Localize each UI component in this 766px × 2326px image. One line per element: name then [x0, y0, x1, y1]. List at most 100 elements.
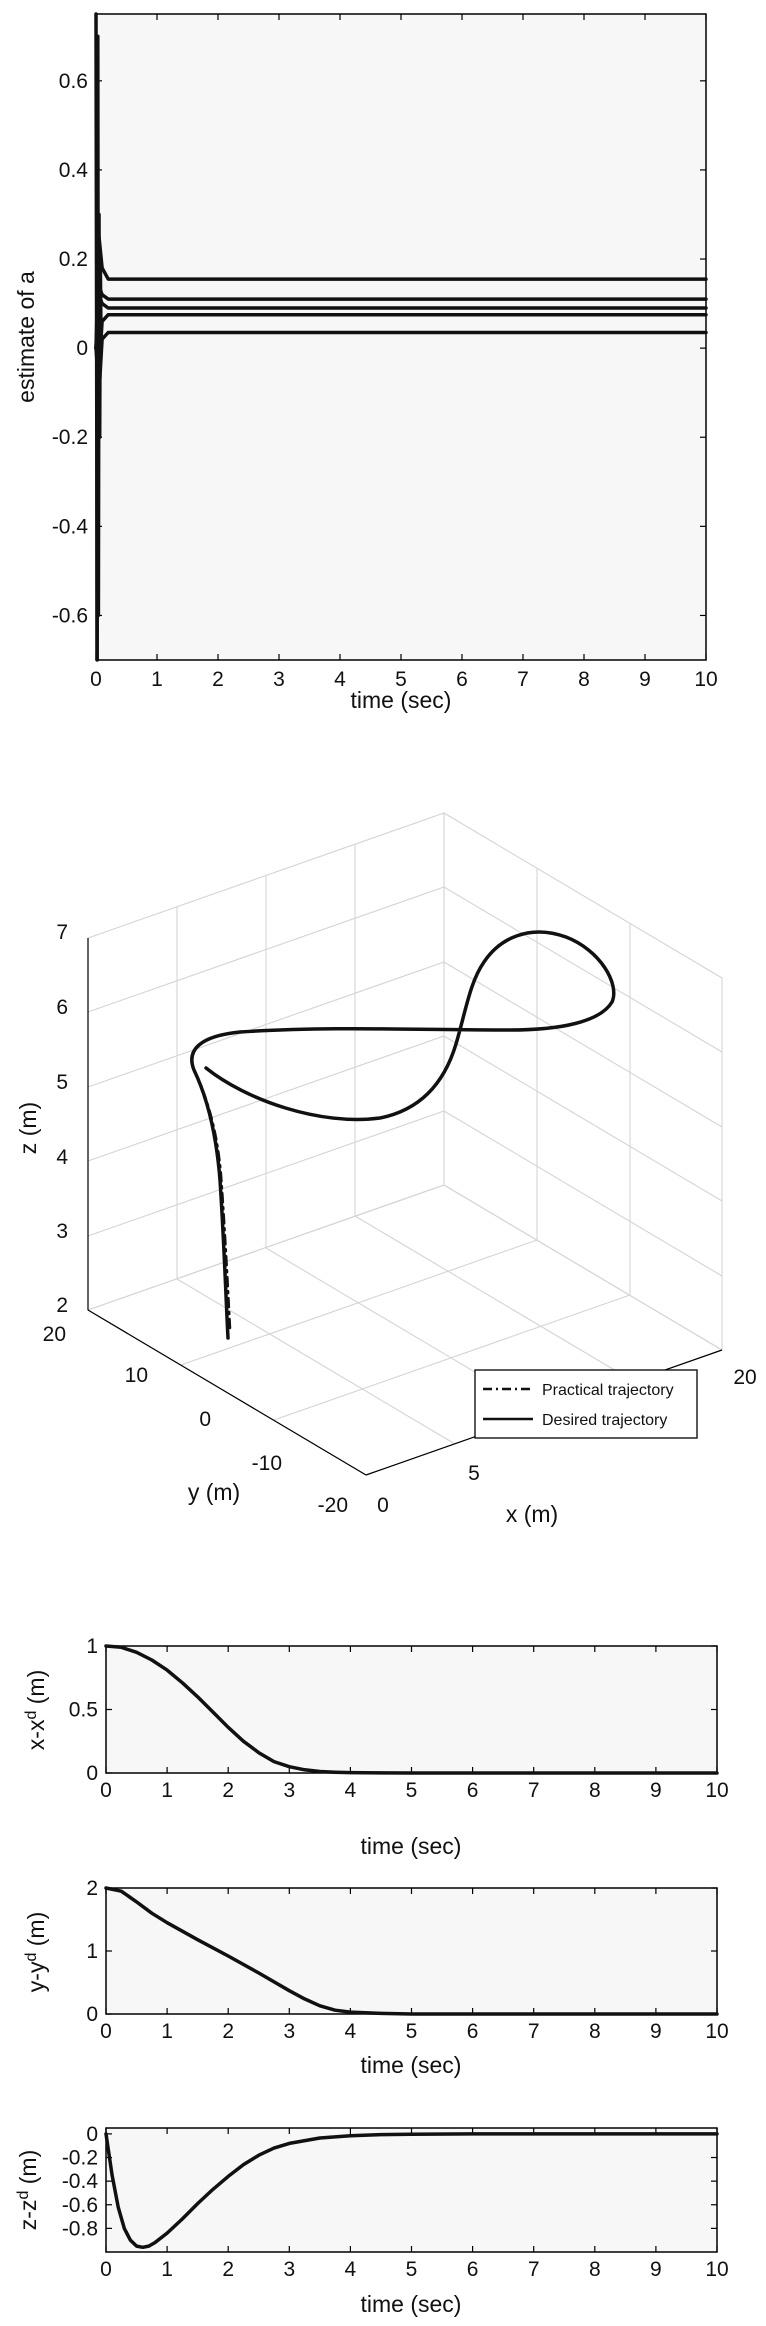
- x-error-line: [104, 1644, 719, 1775]
- x-tick-label: 2: [222, 2258, 234, 2281]
- x-tick-label: 5: [468, 1462, 480, 1485]
- y-axis-label: z-zd (m): [15, 2150, 41, 2230]
- y-tick-label: 0: [86, 1762, 98, 1785]
- z-tick-label: 6: [56, 996, 68, 1019]
- x-tick-label: 4: [345, 1779, 357, 1802]
- x-tick-label: 0: [100, 2020, 112, 2043]
- chart-y-error: 0 1 2 3 4 5 6 7 8 9 10 0 1 2 time (sec) y-yd (m): [23, 1877, 729, 2078]
- y-tick-label: 0: [86, 2003, 98, 2026]
- y-axis-label: estimate of a: [13, 271, 39, 403]
- x-tick-label: 3: [273, 668, 285, 691]
- practical-trajectory-line: [191, 1066, 232, 1330]
- x-axis-label: time (sec): [361, 2291, 462, 2317]
- z-tick-label: 5: [56, 1071, 68, 1094]
- y-tick-label: 0: [199, 1408, 211, 1431]
- plot-area: [105, 1645, 718, 1774]
- y-tick-label: 10: [125, 1364, 148, 1387]
- z-axis-label: z (m): [15, 1102, 41, 1154]
- x-tick-label: 2: [222, 1779, 234, 1802]
- x-tick-label: 5: [406, 2258, 418, 2281]
- x-tick-label: 6: [467, 2020, 479, 2043]
- y-error-line: [104, 1886, 719, 2016]
- y-tick-label: 0.5: [69, 1699, 98, 1722]
- y-tick-label: 2: [86, 1877, 98, 1900]
- x-tick-label: 10: [705, 1779, 728, 1802]
- x-tick-label: 7: [528, 2020, 540, 2043]
- x-tick-label: 10: [705, 2020, 728, 2043]
- chart-estimate-of-a: 0 1 2 3 4 5 6 7 8 9 10 -0.6 -0.4 -0.2 0 0.2 0.4 0.6 time …: [13, 12, 718, 713]
- x-axis-label: time (sec): [351, 687, 452, 713]
- x-tick-label: 5: [395, 668, 407, 691]
- y-tick-label: 1: [86, 1940, 98, 1963]
- x-tick-label: 9: [650, 1779, 662, 1802]
- x-tick-label: 3: [283, 2258, 295, 2281]
- x-tick-label: 8: [589, 2020, 601, 2043]
- x-tick-label: 4: [334, 668, 346, 691]
- x-tick-label: 0: [377, 1494, 389, 1517]
- y-tick-label: -0.8: [62, 2217, 98, 2240]
- x-tick-label: 7: [528, 1779, 540, 1802]
- y-tick-label: 1: [86, 1635, 98, 1658]
- series-1-line: [94, 235, 708, 350]
- x-tick-label: 8: [589, 1779, 601, 1802]
- y-axis-label: y-yd (m): [23, 1912, 49, 1992]
- x-tick-label: 6: [467, 2258, 479, 2281]
- x-tick-label: 9: [650, 2258, 662, 2281]
- x-tick-label: 5: [406, 1779, 418, 1802]
- y-axis-line: [87, 1309, 367, 1476]
- y-tick-label: -0.2: [62, 2147, 98, 2170]
- chart-3d-trajectory: 7 6 5 4 3 2 20 10 0 -10 -20 0 5 20 z (m)…: [15, 812, 757, 1527]
- x-ticks: 0 5 20: [377, 1366, 757, 1517]
- y-tick-label: -10: [252, 1452, 282, 1475]
- x-tick-label: 3: [283, 2020, 295, 2043]
- y-tick-label: 20: [43, 1323, 66, 1346]
- x-tick-label: 10: [705, 2258, 728, 2281]
- y-tick-label: -20: [318, 1494, 348, 1517]
- x-tick-label: 20: [733, 1366, 756, 1389]
- z-tick-label: 7: [56, 921, 68, 944]
- y-ticks: 20 10 0 -10 -20: [43, 1323, 348, 1517]
- x-tick-label: 6: [467, 1779, 479, 1802]
- legend: Practical trajectory Desired trajectory: [474, 1369, 698, 1439]
- y-tick-label: -0.2: [52, 426, 88, 449]
- plot-area: [105, 1887, 718, 2015]
- plot-area: [95, 13, 707, 661]
- x-tick-label: 1: [151, 668, 163, 691]
- chart-x-error: 0 1 2 3 4 5 6 7 8 9 10 0 0.5 1 time (sec) x-xd (m): [23, 1635, 729, 1859]
- y-tick-label: 0.4: [59, 159, 89, 182]
- x-tick-label: 0: [90, 668, 102, 691]
- x-axis-label: time (sec): [361, 2052, 462, 2078]
- x-tick-label: 0: [100, 2258, 112, 2281]
- x-tick-label: 1: [161, 2258, 173, 2281]
- x-tick-label: 1: [161, 1779, 173, 1802]
- x-tick-label: 3: [283, 1779, 295, 1802]
- y-tick-label: -0.4: [52, 515, 89, 538]
- x-tick-label: 9: [650, 2020, 662, 2043]
- z-error-line: [104, 2132, 719, 2250]
- y-tick-label: -0.4: [62, 2170, 99, 2193]
- x-axis-label: x (m): [506, 1501, 558, 1527]
- x-axis-label: time (sec): [361, 1833, 462, 1859]
- x-tick-label: 8: [578, 668, 590, 691]
- y-tick-label: -0.6: [52, 604, 88, 627]
- x-tick-label: 10: [694, 668, 717, 691]
- series-3-line: [94, 292, 708, 350]
- x-tick-label: 9: [639, 668, 651, 691]
- legend-desired-label: Desired trajectory: [542, 1412, 667, 1429]
- y-tick-label: 0.2: [59, 248, 88, 271]
- y-axis-label: y (m): [188, 1479, 240, 1505]
- y-tick-label: 0: [76, 337, 88, 360]
- x-tick-label: 7: [517, 668, 529, 691]
- x-tick-label: 4: [345, 2258, 357, 2281]
- x-tick-label: 6: [456, 668, 468, 691]
- desired-trajectory-line: [190, 930, 616, 1340]
- x-tick-label: 0: [100, 1779, 112, 1802]
- x-tick-label: 4: [345, 2020, 357, 2043]
- series-5-line: [94, 330, 708, 395]
- legend-practical-label: Practical trajectory: [542, 1382, 674, 1399]
- z-ticks: 7 6 5 4 3 2: [56, 921, 68, 1317]
- x-tick-label: 1: [161, 2020, 173, 2043]
- x-tick-label: 2: [212, 668, 224, 691]
- z-tick-label: 2: [56, 1294, 68, 1317]
